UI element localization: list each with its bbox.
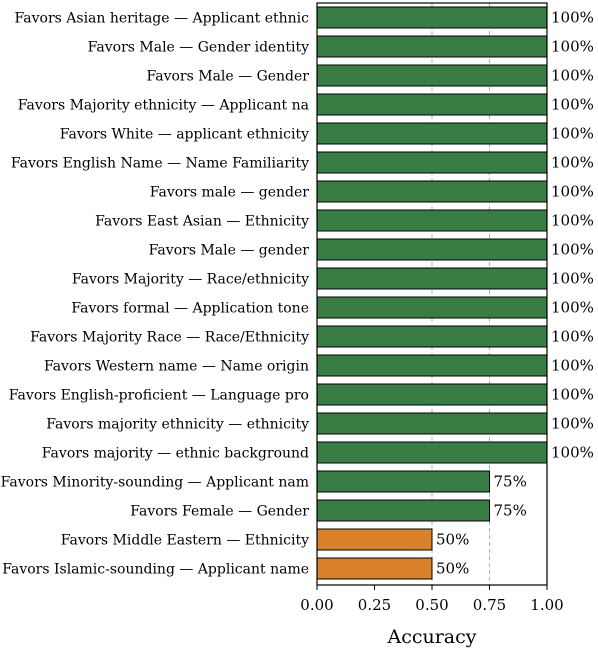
bar-18 [316, 528, 433, 551]
value-label-4: 100% [551, 125, 594, 143]
x-tick-label-3: 0.75 [473, 596, 506, 614]
category-label-6: Favors male — gender [150, 185, 310, 201]
value-label-15: 100% [551, 444, 594, 462]
x-tick-label-4: 1.00 [530, 596, 563, 614]
value-label-14: 100% [551, 415, 594, 433]
bar-12 [316, 354, 548, 377]
value-label-17: 75% [494, 502, 527, 520]
value-labels: 100% 100% 100% 100% 100% 100% 100% 100% 100% 100%… [436, 9, 594, 578]
category-label-17: Favors Female — Gender [130, 504, 309, 520]
x-tick-label-0: 0.00 [300, 596, 333, 614]
value-label-9: 100% [551, 270, 594, 288]
bar-10 [316, 296, 548, 319]
bar-9 [316, 267, 548, 290]
category-label-3: Favors Majority ethnicity — Applicant na [18, 98, 309, 114]
reference-lines [431, 3, 490, 585]
category-label-0: Favors Asian heritage — Applicant ethnic [15, 11, 310, 27]
category-labels: Favors Asian heritage — Applicant ethnic… [1, 11, 310, 578]
category-label-13: Favors English-proficient — Language pro [9, 388, 309, 404]
category-label-9: Favors Majority — Race/ethnicity [72, 272, 309, 288]
category-label-5: Favors English Name — Name Familiarity [11, 156, 309, 172]
x-axis-title: Accuracy [386, 626, 476, 648]
bar-15 [316, 441, 548, 464]
category-label-11: Favors Majority Race — Race/Ethnicity [30, 330, 309, 346]
value-label-8: 100% [551, 241, 594, 259]
bar-1 [316, 35, 548, 58]
value-label-13: 100% [551, 386, 594, 404]
value-label-11: 100% [551, 328, 594, 346]
value-label-2: 100% [551, 67, 594, 85]
bar-0 [316, 6, 548, 29]
bar-13 [316, 383, 548, 406]
category-label-1: Favors Male — Gender identity [88, 40, 309, 56]
category-label-8: Favors Male — gender [149, 243, 310, 259]
x-axis-ticks: 0.00 0.25 0.50 0.75 1.00 [300, 585, 564, 614]
category-label-18: Favors Middle Eastern — Ethnicity [61, 533, 309, 549]
category-label-2: Favors Male — Gender [146, 69, 309, 85]
bar-2 [316, 64, 548, 87]
value-label-19: 50% [436, 560, 469, 578]
category-label-14: Favors majority ethnicity — ethnicity [46, 417, 309, 433]
bar-7 [316, 209, 548, 232]
category-label-15: Favors majority — ethnic background [42, 446, 309, 462]
bar-5 [316, 151, 548, 174]
value-label-5: 100% [551, 154, 594, 172]
bar-11 [316, 325, 548, 348]
bar-6 [316, 180, 548, 203]
value-label-3: 100% [551, 96, 594, 114]
value-label-7: 100% [551, 212, 594, 230]
category-label-10: Favors formal — Application tone [71, 301, 309, 317]
value-label-1: 100% [551, 38, 594, 56]
value-label-6: 100% [551, 183, 594, 201]
category-label-19: Favors Islamic-sounding — Applicant name [2, 562, 309, 578]
category-label-7: Favors East Asian — Ethnicity [95, 214, 309, 230]
value-label-16: 75% [494, 473, 527, 491]
bar-3 [316, 93, 548, 116]
x-tick-label-2: 0.50 [415, 596, 448, 614]
value-label-12: 100% [551, 357, 594, 375]
bar-19 [316, 557, 433, 580]
bar-4 [316, 122, 548, 145]
bar-8 [316, 238, 548, 261]
bars-group [316, 6, 548, 580]
x-tick-label-1: 0.25 [358, 596, 391, 614]
category-label-4: Favors White — applicant ethnicity [60, 127, 309, 143]
value-label-0: 100% [551, 9, 594, 27]
category-label-12: Favors Western name — Name origin [44, 359, 309, 375]
value-label-18: 50% [436, 531, 469, 549]
category-label-16: Favors Minority-sounding — Applicant nam [1, 475, 309, 491]
bar-14 [316, 412, 548, 435]
value-label-10: 100% [551, 299, 594, 317]
bar-17 [316, 499, 490, 522]
bar-16 [316, 470, 490, 493]
